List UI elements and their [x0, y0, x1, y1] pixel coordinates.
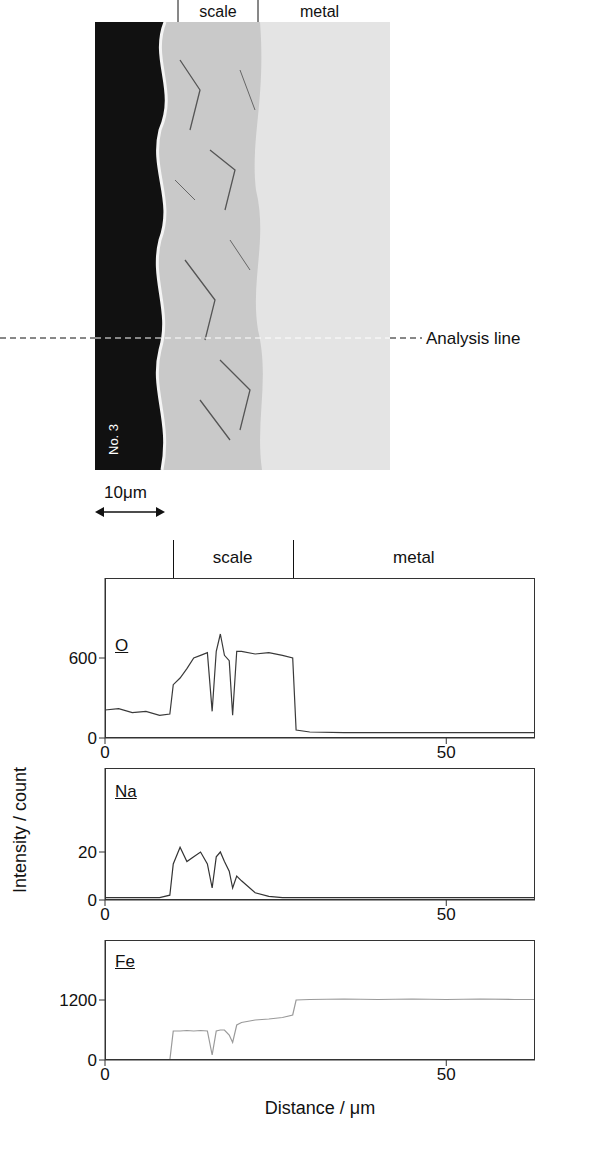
html-text:Fe: Fe: [115, 952, 135, 971]
html-text:scale: scale: [212, 548, 253, 567]
svg-text:0: 0: [88, 729, 97, 748]
svg-text:Analysis line: Analysis line: [426, 329, 521, 348]
html-text:O: O: [115, 636, 129, 655]
svg-text:50: 50: [437, 905, 456, 924]
svg-text:0: 0: [100, 743, 109, 762]
svg-text:metal: metal: [300, 3, 339, 20]
html-text:metal: metal: [393, 548, 435, 567]
svg-text:scale: scale: [199, 3, 236, 20]
html-text:Distance / μm: Distance / μm: [264, 1098, 376, 1118]
html-text:Intensity / count: Intensity / count: [10, 767, 30, 893]
svg-text:No. 3: No. 3: [106, 424, 121, 455]
svg-text:20: 20: [78, 843, 97, 862]
svg-text:50: 50: [437, 743, 456, 762]
svg-text:50: 50: [437, 1065, 456, 1084]
svg-text:600: 600: [69, 649, 97, 668]
svg-text:0: 0: [100, 905, 109, 924]
html-text:Na: Na: [115, 782, 137, 801]
svg-text:0: 0: [88, 891, 97, 910]
svg-text:0: 0: [100, 1065, 109, 1084]
svg-text:10μm: 10μm: [104, 483, 147, 502]
svg-text:0: 0: [88, 1051, 97, 1070]
svg-text:1200: 1200: [59, 991, 97, 1010]
